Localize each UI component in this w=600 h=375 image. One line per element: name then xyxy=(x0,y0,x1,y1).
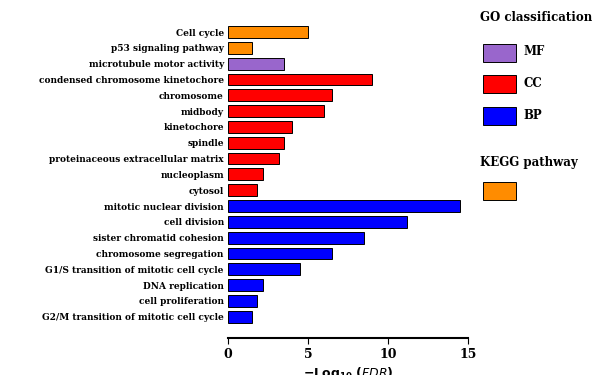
Bar xyxy=(228,168,263,180)
Text: CC: CC xyxy=(523,77,542,90)
Text: BP: BP xyxy=(523,109,542,122)
Text: MF: MF xyxy=(523,45,544,58)
Bar xyxy=(228,58,284,70)
Bar xyxy=(228,311,252,322)
Bar xyxy=(228,200,460,212)
Bar xyxy=(228,279,263,291)
Bar xyxy=(228,89,332,101)
Bar xyxy=(228,121,292,133)
Bar xyxy=(228,295,257,307)
Bar xyxy=(228,74,372,86)
Bar xyxy=(228,184,257,196)
Bar xyxy=(228,42,252,54)
Text: KEGG pathway: KEGG pathway xyxy=(480,156,578,169)
Bar xyxy=(228,105,324,117)
Bar xyxy=(228,153,279,165)
Bar xyxy=(228,137,284,148)
Bar xyxy=(228,26,308,38)
Bar xyxy=(228,216,407,228)
Bar xyxy=(228,232,364,244)
Bar xyxy=(228,263,300,275)
X-axis label: $\mathbf{-Log_{10}\ (}$$\mathit{FDR}$$\mathbf{)}$: $\mathbf{-Log_{10}\ (}$$\mathit{FDR}$$\m… xyxy=(302,365,394,375)
Text: GO classification: GO classification xyxy=(480,11,592,24)
Bar xyxy=(228,248,332,259)
